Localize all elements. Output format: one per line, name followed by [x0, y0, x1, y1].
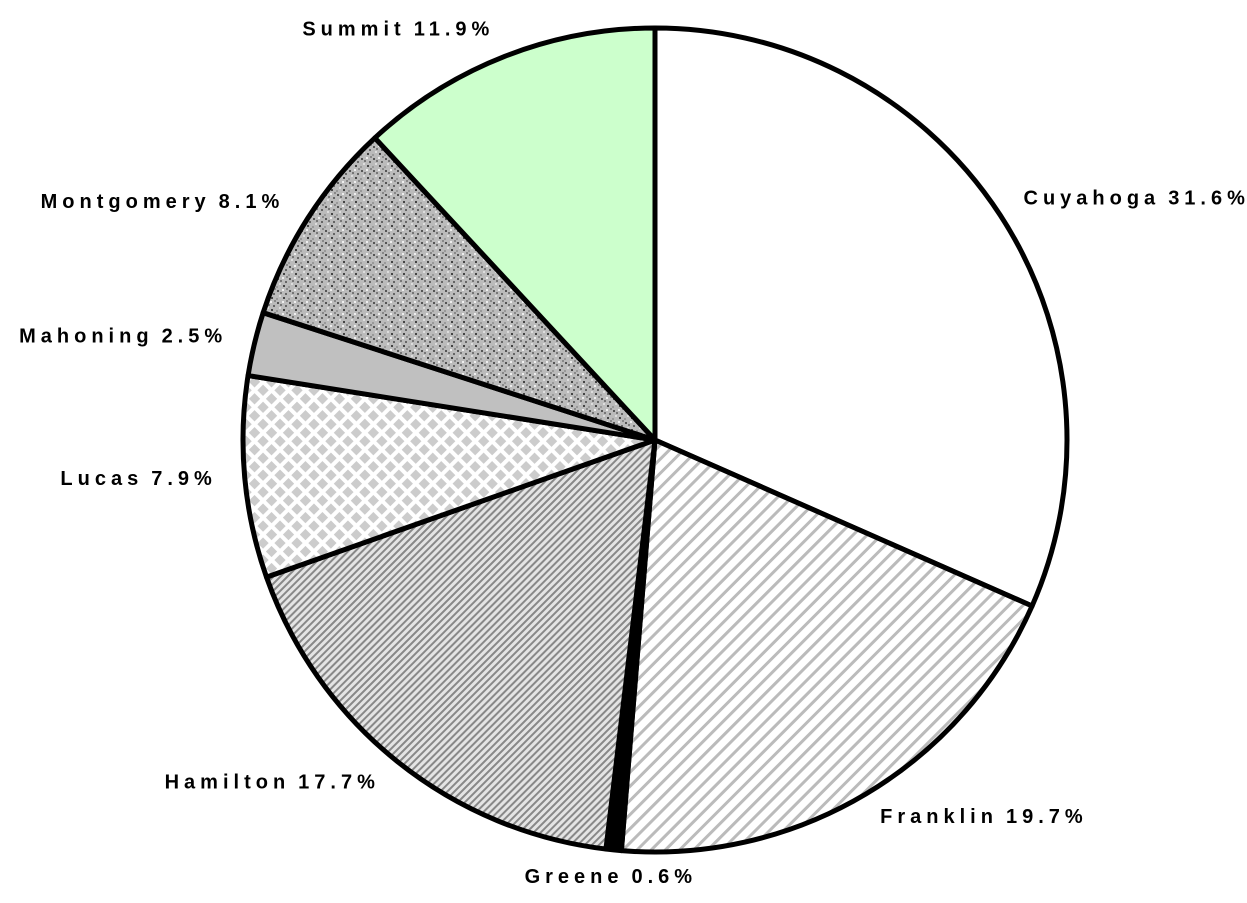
slice-label: Mahoning 2.5%: [19, 326, 227, 348]
value-label: 17.7%: [298, 772, 380, 794]
slice-label: Greene 0.6%: [525, 866, 698, 888]
slice-label: Hamilton 17.7%: [165, 772, 380, 794]
pie: [240, 25, 1070, 855]
category-label: Montgomery: [41, 191, 211, 213]
category-label: Franklin: [880, 806, 998, 828]
slice-label: Montgomery 8.1%: [41, 191, 285, 213]
value-label: 31.6%: [1168, 188, 1247, 210]
slice-label: Cuyahoga 31.6%: [1024, 188, 1247, 210]
pie-slice: [652, 25, 1070, 609]
category-label: Greene: [525, 866, 624, 888]
value-label: 0.6%: [632, 866, 698, 888]
value-label: 19.7%: [1006, 806, 1088, 828]
category-label: Cuyahoga: [1024, 188, 1161, 210]
value-label: 2.5%: [162, 326, 228, 348]
category-label: Hamilton: [165, 772, 291, 794]
slice-label: Lucas 7.9%: [60, 468, 216, 490]
slice-label: Franklin 19.7%: [880, 806, 1088, 828]
pie-slice: [372, 25, 658, 443]
pie-slice: [260, 135, 658, 443]
value-label: 7.9%: [151, 468, 217, 490]
value-label: 8.1%: [219, 191, 285, 213]
value-label: 11.9%: [414, 19, 495, 41]
slice-label: Summit 11.9%: [302, 19, 494, 41]
pie-slice: [263, 437, 658, 852]
category-label: Mahoning: [19, 326, 153, 348]
category-label: Summit: [302, 19, 405, 41]
pie-slice: [618, 437, 1035, 855]
category-label: Lucas: [60, 468, 143, 490]
labels: Cuyahoga 31.6% Franklin 19.7% Greene 0.6% Hami…: [19, 19, 1247, 888]
